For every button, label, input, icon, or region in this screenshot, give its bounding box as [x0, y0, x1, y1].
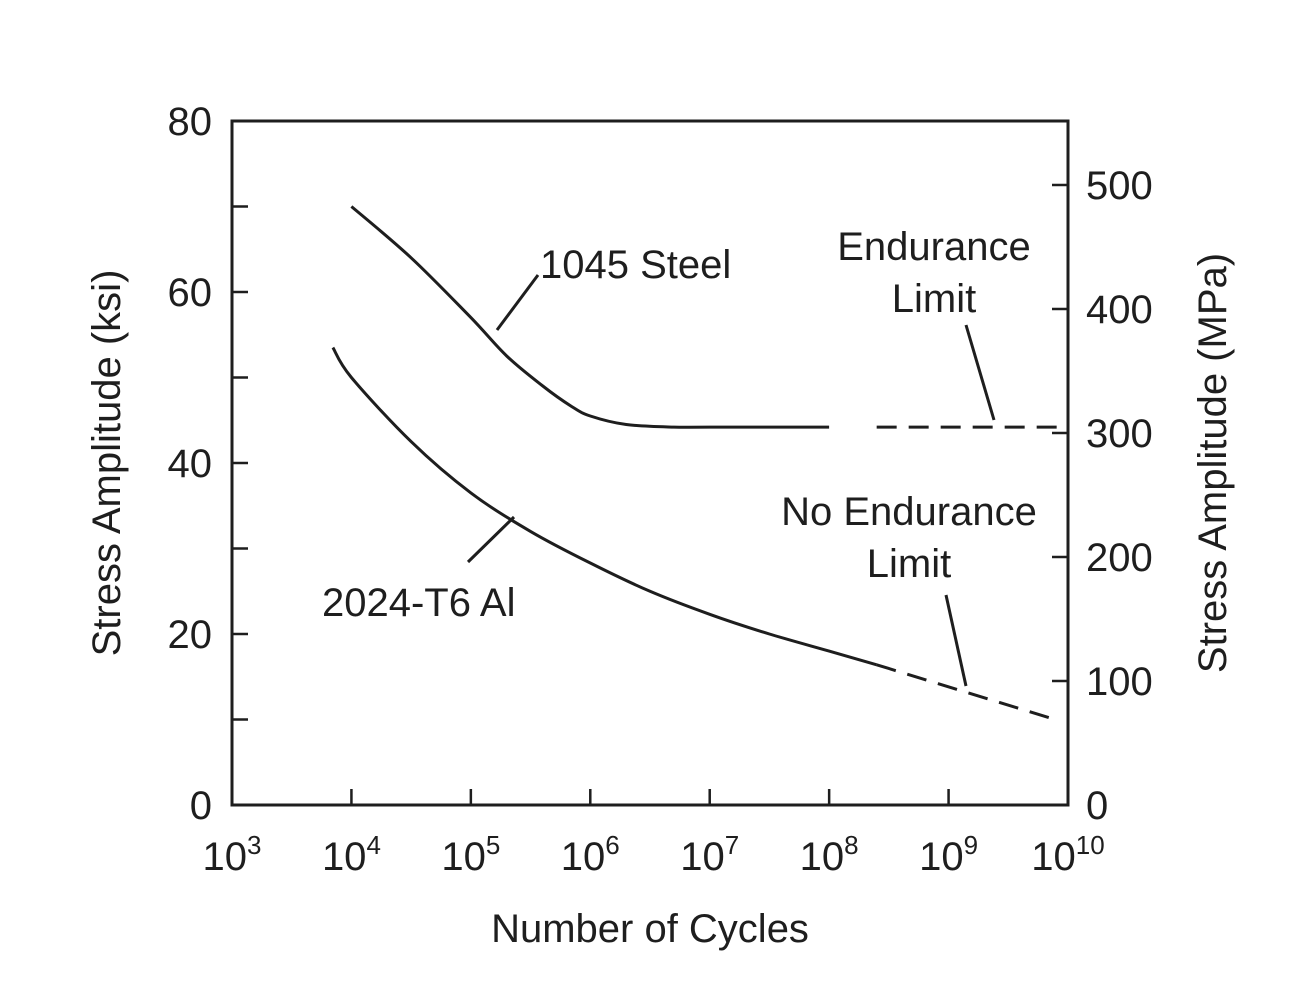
label-endurance-limit-leader	[964, 324, 996, 421]
leader-lines	[466, 274, 996, 687]
label-1045-steel-leader	[495, 274, 540, 331]
y-right-tick-label: 0	[1086, 784, 1108, 828]
y-tick-label: 80	[168, 100, 213, 144]
series-line-2024-t6-al	[331, 346, 878, 667]
y-tick-label: 20	[168, 613, 213, 657]
tick-labels: 103 104 105 106 107 108 109 1010020406080010020…	[168, 100, 1153, 879]
x-tick-label: 109	[919, 830, 978, 879]
x-tick-label: 108	[800, 830, 859, 879]
series-line-1045-steel	[350, 205, 830, 429]
label-no-endurance-limit: Limit	[867, 542, 951, 586]
annotations: 1045 Steel 2024-T6 Al Endurance Limit No End…	[322, 225, 1037, 625]
dashed-extension-2024-t6-al	[876, 663, 1056, 721]
series-lines	[331, 205, 1068, 721]
label-1045-steel: 1045 Steel	[540, 243, 731, 287]
y-tick-label: 60	[168, 271, 213, 315]
y-tick-label: 0	[190, 784, 212, 828]
plot-frame	[230, 119, 1070, 807]
label-2024-t6-al: 2024-T6 Al	[322, 581, 515, 625]
x-tick-label: 103	[203, 830, 262, 879]
label-endurance-limit: Endurance	[837, 225, 1030, 269]
tick-marks	[232, 183, 1068, 805]
label-2024-t6-al-leader	[466, 515, 516, 564]
label-no-endurance-limit-leader	[944, 594, 968, 687]
x-tick-label: 1010	[1031, 830, 1104, 879]
label-no-endurance-limit: No Endurance	[781, 490, 1037, 534]
y-axis-title-left: Stress Amplitude (ksi)	[85, 270, 129, 657]
y-tick-label: 40	[168, 442, 213, 486]
y-right-tick-label: 300	[1086, 412, 1153, 456]
y-right-tick-label: 400	[1086, 288, 1153, 332]
x-tick-label: 107	[680, 830, 739, 879]
x-axis-title: Number of Cycles	[491, 907, 809, 951]
y-right-tick-label: 200	[1086, 536, 1153, 580]
x-tick-label: 104	[322, 830, 381, 879]
y-right-tick-label: 100	[1086, 660, 1153, 704]
y-axis-title-right: Stress Amplitude (MPa)	[1191, 253, 1235, 673]
y-right-tick-label: 500	[1086, 164, 1153, 208]
label-endurance-limit: Limit	[892, 277, 976, 321]
x-tick-label: 106	[561, 830, 620, 879]
x-tick-label: 105	[441, 830, 500, 879]
